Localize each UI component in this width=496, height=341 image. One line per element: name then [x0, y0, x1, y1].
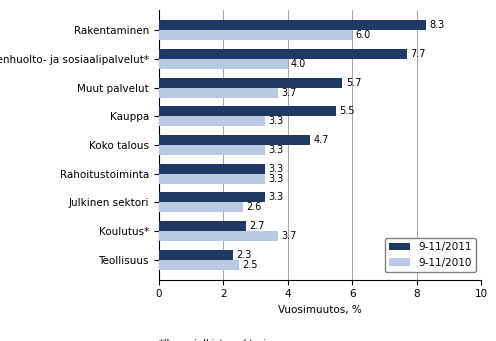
Text: 3.7: 3.7	[281, 88, 297, 98]
Text: 3.3: 3.3	[268, 164, 284, 174]
Text: 8.3: 8.3	[430, 20, 445, 30]
Text: 3.7: 3.7	[281, 231, 297, 241]
X-axis label: Vuosimuutos, %: Vuosimuutos, %	[278, 305, 362, 315]
Text: 3.3: 3.3	[268, 192, 284, 202]
Bar	[159, 88, 278, 98]
Bar	[159, 202, 243, 212]
Bar	[159, 77, 343, 88]
Bar	[159, 30, 352, 40]
Bar	[159, 59, 288, 69]
Bar	[159, 116, 265, 126]
Legend: 9-11/2011, 9-11/2010: 9-11/2011, 9-11/2010	[385, 238, 476, 272]
Bar	[159, 231, 278, 241]
Bar	[159, 250, 233, 260]
Bar	[159, 106, 336, 116]
Bar	[159, 260, 239, 270]
Text: 2.6: 2.6	[246, 202, 261, 212]
Bar	[159, 192, 265, 202]
Text: 2.7: 2.7	[249, 221, 264, 231]
Text: 2.3: 2.3	[236, 250, 251, 260]
Text: 5.7: 5.7	[346, 78, 361, 88]
Text: 4.7: 4.7	[313, 135, 329, 145]
Bar	[159, 221, 246, 231]
Text: 3.3: 3.3	[268, 116, 284, 126]
Bar	[159, 145, 265, 155]
Text: 4.0: 4.0	[291, 59, 306, 69]
Text: *Ilman julkista sektoria: *Ilman julkista sektoria	[159, 339, 271, 341]
Bar	[159, 135, 310, 145]
Bar	[159, 49, 407, 59]
Text: 5.5: 5.5	[339, 106, 355, 116]
Bar	[159, 174, 265, 183]
Text: 2.5: 2.5	[243, 260, 258, 270]
Text: 3.3: 3.3	[268, 174, 284, 183]
Bar	[159, 164, 265, 174]
Text: 3.3: 3.3	[268, 145, 284, 155]
Text: 6.0: 6.0	[355, 30, 371, 40]
Text: 7.7: 7.7	[410, 49, 426, 59]
Bar	[159, 20, 427, 30]
